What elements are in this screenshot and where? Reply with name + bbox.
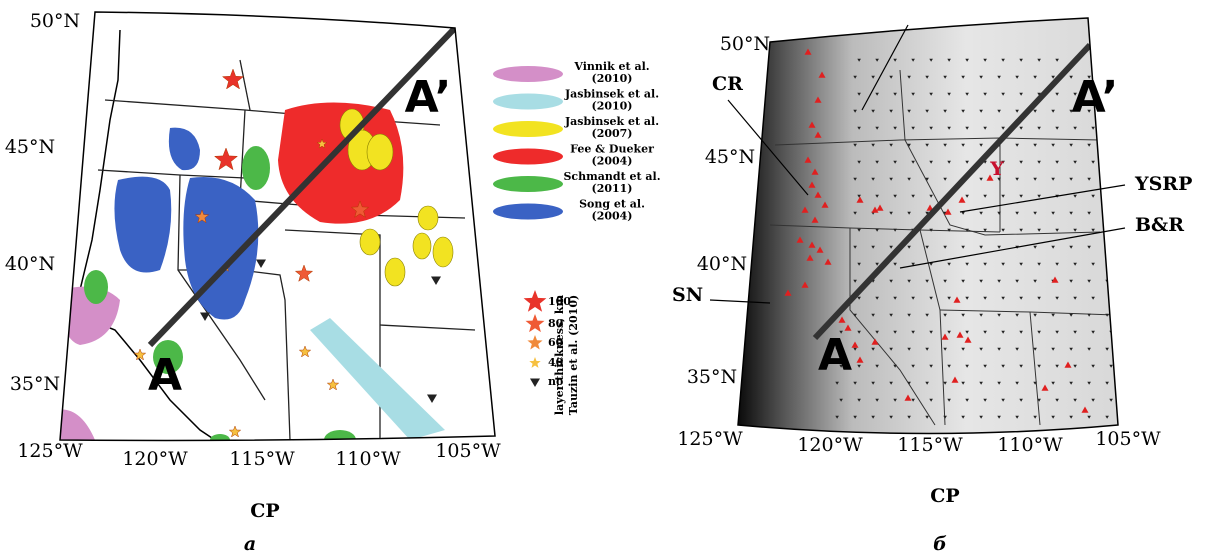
station <box>1109 59 1113 62</box>
legend-swatch <box>493 66 563 82</box>
legend-star <box>524 290 547 312</box>
profile-end: A’ <box>405 72 452 123</box>
latitude-label: 40°N <box>5 253 55 275</box>
station <box>1105 212 1109 215</box>
longitude-label: 115°W <box>229 448 295 470</box>
latitude-label: 45°N <box>705 146 755 168</box>
station <box>1109 127 1113 130</box>
station <box>1109 297 1113 300</box>
panel-caption: а <box>244 533 256 554</box>
longitude-label: 110°W <box>335 448 401 470</box>
legend-year: (2011) <box>591 182 632 195</box>
station <box>1105 246 1109 249</box>
station <box>1109 263 1113 266</box>
latitude-label: 35°N <box>687 366 737 388</box>
latitude-label: 40°N <box>697 253 747 275</box>
legend-year: (2010) <box>591 100 632 113</box>
latitude-label: 50°N <box>720 33 770 55</box>
region-label: CR <box>712 73 743 95</box>
legend-swatch <box>493 149 563 165</box>
legend-source: Tauzin et al. (2010) <box>567 295 580 415</box>
station <box>1105 144 1109 147</box>
panel-b <box>710 18 1125 434</box>
legend-year: (2007) <box>591 127 632 140</box>
legend-star <box>529 357 540 368</box>
bottom-label: CP <box>250 500 279 522</box>
station <box>1105 178 1109 181</box>
longitude-label: 110°W <box>997 434 1063 456</box>
legend-year: (2004) <box>591 210 632 223</box>
station <box>1109 195 1113 198</box>
profile-start: A <box>818 330 852 381</box>
longitude-label: 120°W <box>797 434 863 456</box>
bottom-label: CP <box>930 485 959 507</box>
legend-star <box>527 335 542 350</box>
panel-caption: б <box>933 533 947 554</box>
region-label: YSRP <box>1134 173 1192 195</box>
station <box>1109 161 1113 164</box>
legend-star <box>526 314 545 332</box>
region-label: SN <box>672 284 703 306</box>
legend-swatch <box>493 94 563 110</box>
legend-year: (2004) <box>591 155 632 168</box>
longitude-label: 125°W <box>677 428 743 450</box>
longitude-label: 105°W <box>1095 428 1161 450</box>
legend-year: (2010) <box>591 72 632 85</box>
legend-swatch <box>493 176 563 192</box>
region-label: Y <box>989 158 1004 180</box>
figure: 50°N 45°N 40°N 35°N 125°W 120°W 115°W 110°W 105°… <box>0 0 1207 554</box>
longitude-label: 125°W <box>17 440 83 462</box>
longitude-label: 105°W <box>435 440 501 462</box>
profile-end: A’ <box>1072 72 1119 123</box>
legend-title: layer thickness, km <box>553 295 566 416</box>
page: 50°N 45°N 40°N 35°N 125°W 120°W 115°W 110°W 105°… <box>0 0 1207 554</box>
latitude-label: 35°N <box>10 373 60 395</box>
legend-marker <box>530 379 540 388</box>
latitude-label: 45°N <box>5 136 55 158</box>
legend-swatch <box>493 204 563 220</box>
latitude-label: 50°N <box>30 10 80 32</box>
profile-start: A <box>148 350 182 401</box>
longitude-label: 115°W <box>897 434 963 456</box>
region-label: B&R <box>1135 214 1184 236</box>
longitude-label: 120°W <box>122 448 188 470</box>
legend-swatch <box>493 121 563 137</box>
